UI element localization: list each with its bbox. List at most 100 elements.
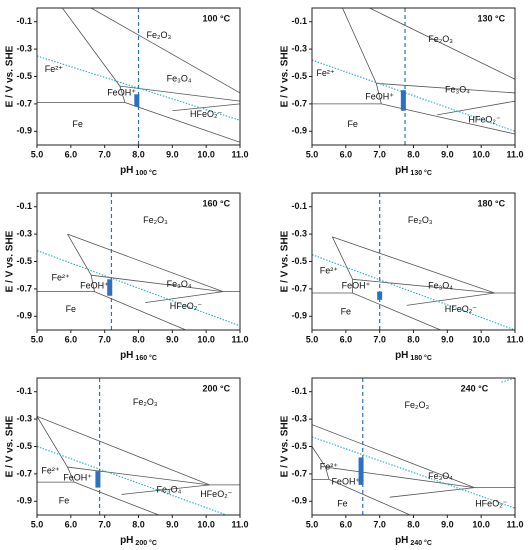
region-label: FeOH⁺ xyxy=(365,91,394,101)
range-bar xyxy=(134,94,140,107)
x-tick-label: 5.0 xyxy=(306,519,319,529)
y-tick-label: -0.9 xyxy=(16,126,32,136)
phase-boundary xyxy=(119,85,240,102)
x-tick-label: 7.0 xyxy=(373,519,386,529)
phase-boundary xyxy=(67,233,95,292)
y-axis-label: E / V vs. SHE xyxy=(280,45,291,107)
x-tick-label: 7.0 xyxy=(98,334,111,344)
water-line xyxy=(37,445,227,515)
panel: 5.0 6.0 7.0 8.0 9.0 10.0 11.0 -0.1 -0.3 -0.5 -0.7 -… xyxy=(5,7,249,177)
x-tick-label: 6.0 xyxy=(65,149,78,159)
x-tick-label: 9.0 xyxy=(441,149,454,159)
x-axis-label: pH 100 °C xyxy=(120,165,157,177)
phase-boundary xyxy=(91,274,224,293)
phase-boundary xyxy=(145,291,224,303)
y-axis-label: E / V vs. SHE xyxy=(5,230,16,292)
x-axis-label: pH 130 °C xyxy=(395,165,432,177)
x-axis-label-sub: 160 °C xyxy=(135,354,156,362)
phase-boundary xyxy=(328,479,411,515)
region-label: Fe₃O₄ xyxy=(428,281,453,291)
phase-boundary xyxy=(406,292,495,306)
y-tick-label: -0.7 xyxy=(16,468,32,478)
x-tick-label: 6.0 xyxy=(340,149,353,159)
panel-title: 200 °C xyxy=(203,383,231,393)
y-tick-label: -0.1 xyxy=(291,201,307,211)
x-tick-label: 7.0 xyxy=(98,519,111,529)
x-tick-label: 6.0 xyxy=(65,334,78,344)
x-tick-label: 10.0 xyxy=(472,519,490,529)
region-label: Fe₂O₃ xyxy=(405,400,430,410)
x-tick-label: 10.0 xyxy=(197,149,215,159)
phase-boundary xyxy=(332,236,515,294)
region-label: HFeO₂⁻ xyxy=(190,109,222,119)
x-axis-label-sub: 180 °C xyxy=(410,354,431,362)
water-line xyxy=(501,378,515,383)
region-label: HFeO₂⁻ xyxy=(170,301,202,311)
region-label: Fe xyxy=(347,119,358,129)
y-axis-label: E / V vs. SHE xyxy=(5,45,16,107)
region-label: Fe xyxy=(66,304,77,314)
x-tick-label: 8.0 xyxy=(132,149,145,159)
y-tick-label: -0.1 xyxy=(16,201,32,211)
y-tick-label: -0.3 xyxy=(291,228,307,238)
x-tick-label: 6.0 xyxy=(65,519,78,529)
x-tick-label: 11.0 xyxy=(506,334,523,344)
region-label: Fe₃O₄ xyxy=(167,279,192,289)
x-tick-label: 10.0 xyxy=(472,149,490,159)
panel-title: 240 °C xyxy=(461,383,489,393)
panel: 5.0 6.0 7.0 8.0 9.0 10.0 11.0 -0.1 -0.3 -0.5 -0.7 -… xyxy=(280,7,524,177)
x-axis-label-sub: 130 °C xyxy=(410,169,431,177)
y-tick-label: -0.5 xyxy=(16,71,32,81)
phase-boundary xyxy=(124,102,240,143)
region-label: FeOH⁺ xyxy=(342,281,371,291)
x-tick-label: 5.0 xyxy=(31,519,44,529)
region-label: Fe₃O₄ xyxy=(157,485,182,495)
x-tick-label: 5.0 xyxy=(306,334,319,344)
x-tick-label: 10.0 xyxy=(197,519,215,529)
x-tick-label: 9.0 xyxy=(441,334,454,344)
x-axis-label-main: pH xyxy=(395,165,408,176)
x-tick-label: 9.0 xyxy=(166,519,179,529)
x-axis-label-main: pH xyxy=(120,165,133,176)
panel: 5.0 6.0 7.0 8.0 9.0 10.0 11.0 -0.1 -0.3 -0.5 -0.7 -… xyxy=(5,192,249,362)
x-tick-label: 8.0 xyxy=(407,149,420,159)
panel: 5.0 6.0 7.0 8.0 9.0 10.0 11.0 -0.1 -0.3 -0.5 -0.7 -… xyxy=(280,192,524,362)
x-tick-label: 9.0 xyxy=(166,334,179,344)
region-label: Fe xyxy=(337,498,348,508)
panel: 5.0 6.0 7.0 8.0 9.0 10.0 11.0 -0.1 -0.3 -0.5 -0.7 -… xyxy=(5,377,249,547)
x-tick-label: 7.0 xyxy=(98,149,111,159)
y-tick-label: -0.9 xyxy=(291,126,307,136)
phase-boundary xyxy=(352,292,441,330)
range-bar xyxy=(358,457,364,485)
phase-boundary xyxy=(376,82,515,94)
x-tick-label: 11.0 xyxy=(506,149,523,159)
range-bar xyxy=(377,291,383,300)
y-tick-label: -0.1 xyxy=(16,16,32,26)
region-label: FeOH⁺ xyxy=(80,281,109,291)
region-label: Fe²⁺ xyxy=(41,466,60,476)
region-label: Fe²⁺ xyxy=(320,265,339,275)
phase-boundary xyxy=(37,416,75,483)
phase-boundary xyxy=(437,100,515,116)
region-label: HFeO₂⁻ xyxy=(445,304,477,314)
y-axis-label: E / V vs. SHE xyxy=(280,415,291,477)
x-axis-label: pH 160 °C xyxy=(120,350,157,362)
y-tick-label: -0.7 xyxy=(291,468,307,478)
x-tick-label: 8.0 xyxy=(407,334,420,344)
water-line xyxy=(37,250,240,327)
phase-boundary xyxy=(74,481,159,515)
phase-boundary xyxy=(369,8,515,80)
phase-boundary xyxy=(172,103,240,112)
panel-title: 180 °C xyxy=(478,198,506,208)
y-tick-label: -0.3 xyxy=(16,413,32,423)
y-tick-label: -0.5 xyxy=(291,71,307,81)
panel-title: 130 °C xyxy=(478,13,506,23)
region-label: FeOH⁺ xyxy=(331,476,360,486)
y-tick-label: -0.9 xyxy=(16,311,32,321)
range-bar xyxy=(95,471,101,488)
region-label: FeOH⁺ xyxy=(63,472,92,482)
x-axis-label-main: pH xyxy=(395,350,408,361)
phase-boundary xyxy=(312,446,330,480)
x-tick-label: 10.0 xyxy=(197,334,215,344)
y-tick-label: -0.1 xyxy=(291,386,307,396)
